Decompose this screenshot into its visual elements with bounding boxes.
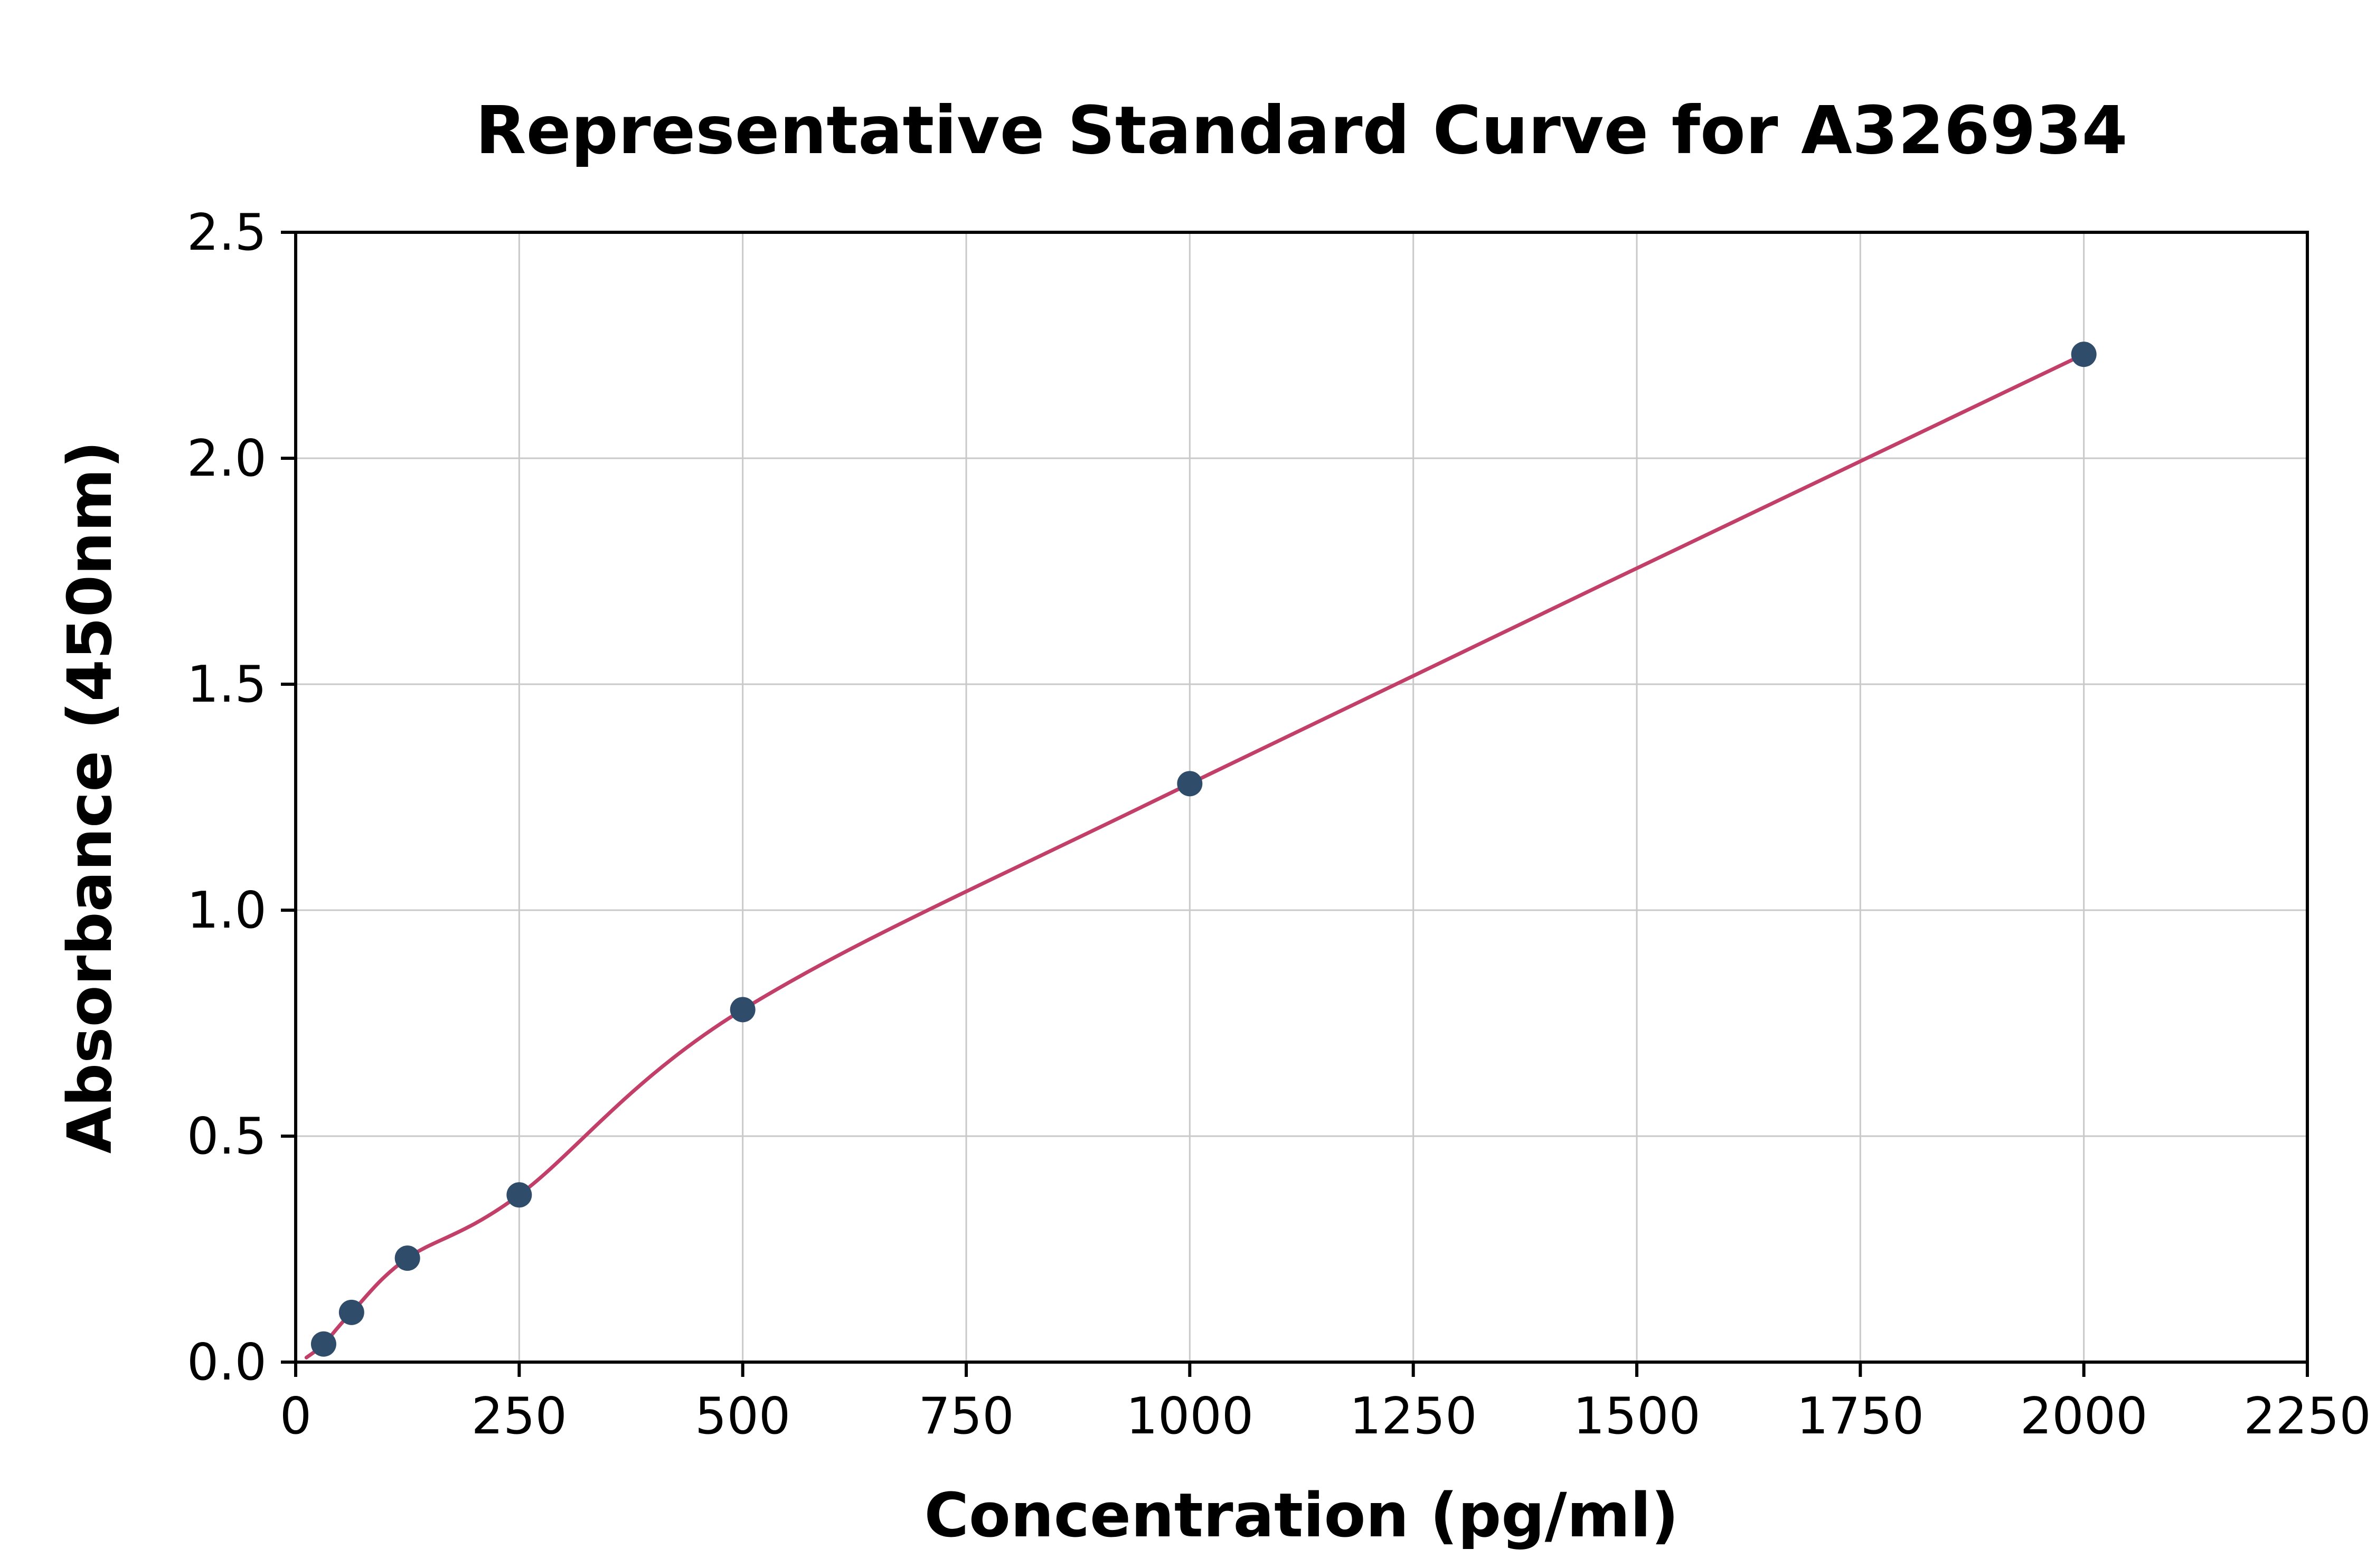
x-tick-label: 750: [918, 1387, 1014, 1446]
y-tick-label: 0.5: [187, 1108, 267, 1166]
x-axis-title: Concentration (pg/ml): [925, 1480, 1679, 1551]
chart-title: Representative Standard Curve for A32693…: [475, 92, 2127, 169]
data-point: [310, 1331, 336, 1357]
data-series: [304, 342, 2097, 1359]
axis-tick-labels: 0 250 500 750 1000 1250 1500 1750 2000 2250 0.0 0.5…: [187, 204, 2371, 1446]
data-point: [730, 997, 756, 1023]
data-point: [338, 1299, 364, 1325]
y-tick-label: 2.5: [187, 204, 267, 262]
y-axis-title: Absorbance (450nm): [55, 441, 126, 1154]
y-tick-label: 2.0: [187, 430, 267, 488]
data-point: [506, 1182, 532, 1208]
axis-ticks: [281, 231, 2309, 1377]
x-tick-label: 2250: [2243, 1387, 2371, 1446]
x-tick-label: 1750: [1796, 1387, 1924, 1446]
x-tick-label: 1000: [1126, 1387, 1253, 1446]
y-tick-label: 0.0: [187, 1334, 267, 1392]
x-tick-label: 1250: [1350, 1387, 1477, 1446]
x-tick-label: 1500: [1573, 1387, 1701, 1446]
data-point: [1177, 771, 1203, 797]
x-tick-label: 2000: [2020, 1387, 2148, 1446]
x-tick-label: 250: [472, 1387, 567, 1446]
y-tick-label: 1.0: [187, 882, 267, 940]
y-tick-label: 1.5: [187, 656, 267, 714]
x-tick-label: 0: [280, 1387, 312, 1446]
plot-border: [294, 231, 2309, 1364]
x-tick-label: 500: [695, 1387, 790, 1446]
grid-lines: [295, 231, 2308, 1363]
fitted-curve: [304, 352, 2086, 1359]
data-point: [394, 1245, 420, 1271]
data-point: [2071, 342, 2097, 367]
